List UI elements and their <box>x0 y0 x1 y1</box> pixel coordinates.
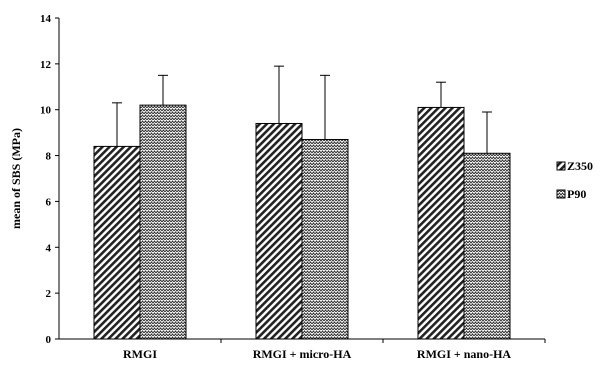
legend-label: P90 <box>567 187 586 201</box>
y-tick-label: 10 <box>40 105 52 117</box>
y-tick-label: 2 <box>46 288 52 300</box>
bar <box>301 139 349 340</box>
y-axis-title: mean of SBS (MPa) <box>9 128 23 229</box>
y-tick-label: 0 <box>46 334 52 346</box>
y-tick-label: 8 <box>46 151 52 163</box>
bar <box>463 152 511 340</box>
y-tick-label: 6 <box>46 196 52 208</box>
x-tick-label: RMGI + micro-HA <box>253 347 352 361</box>
bar <box>93 145 141 340</box>
x-tick-label: RMGI + nano-HA <box>417 347 512 361</box>
bar <box>139 104 187 340</box>
bar <box>255 122 303 340</box>
x-tick-label: RMGI <box>123 347 157 361</box>
y-tick-label: 12 <box>40 59 52 71</box>
bar <box>417 106 465 340</box>
legend-label: Z350 <box>567 159 593 173</box>
y-tick-label: 14 <box>40 13 52 25</box>
legend-swatch <box>556 161 566 171</box>
y-tick-label: 4 <box>46 242 52 254</box>
legend-swatch <box>556 189 566 199</box>
